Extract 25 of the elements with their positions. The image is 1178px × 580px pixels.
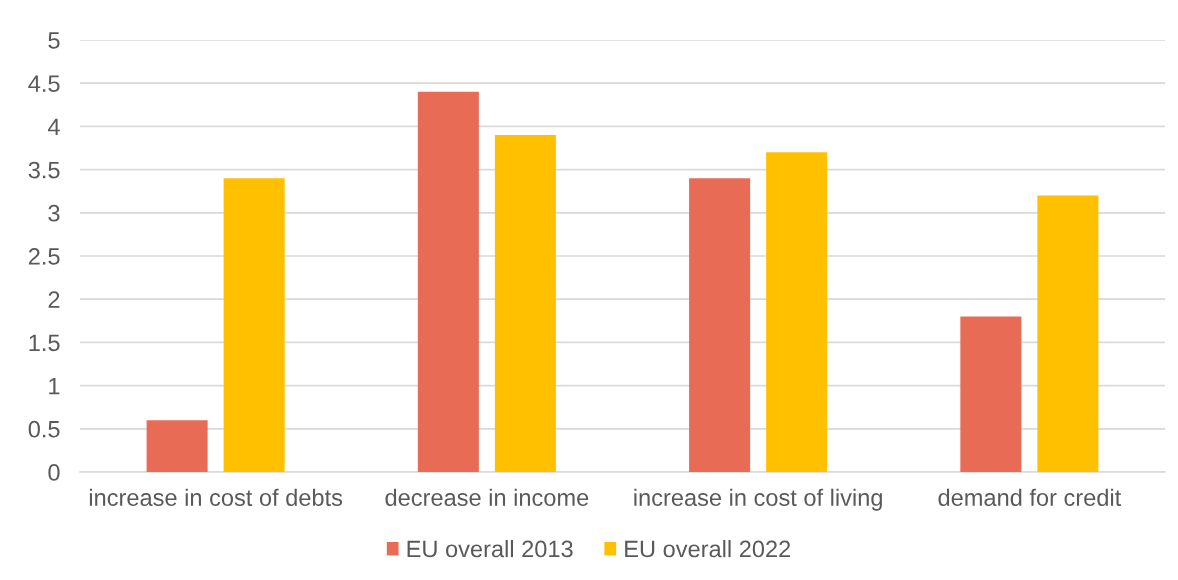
y-tick-label: 0	[48, 464, 60, 481]
bar	[223, 178, 285, 472]
y-tick-label: 0.5	[28, 420, 60, 438]
y-tick-label: 4	[47, 118, 60, 135]
bar	[689, 178, 751, 472]
x-tick-label: decrease in income	[385, 488, 589, 507]
y-tick-label: 1.5	[29, 334, 60, 352]
y-tick-label: 3.5	[28, 161, 60, 179]
y-tick-label: 5	[48, 32, 60, 49]
bar	[417, 91, 479, 472]
x-tick-label: increase in cost of debts	[89, 488, 343, 507]
bar	[960, 316, 1022, 472]
y-tick-label: 2	[48, 291, 60, 308]
y-tick-label: 3	[48, 204, 60, 222]
bar	[1037, 195, 1099, 472]
y-tick-label: 2.5	[28, 248, 60, 265]
bar	[766, 152, 828, 472]
x-tick-label: increase in cost of living	[634, 488, 882, 511]
y-tick-label: 1	[49, 377, 60, 395]
legend-label: EU overall 2022	[625, 539, 791, 558]
x-tick-label: demand for credit	[938, 488, 1122, 507]
bar	[146, 420, 208, 472]
y-tick-label: 4.5	[28, 75, 60, 92]
legend-label: EU overall 2013	[407, 539, 573, 558]
bar	[494, 135, 556, 472]
